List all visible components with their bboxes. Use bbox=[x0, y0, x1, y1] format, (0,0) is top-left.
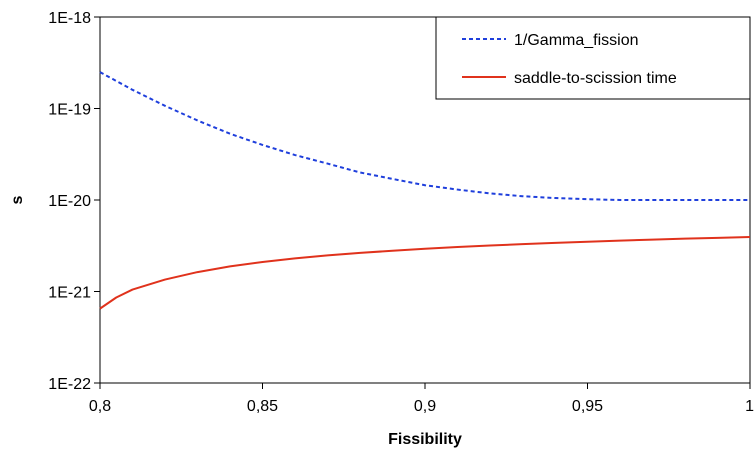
y-tick-label: 1E-19 bbox=[48, 102, 91, 119]
x-tick-label: 1 bbox=[745, 398, 754, 415]
legend-label-gamma: 1/Gamma_fission bbox=[514, 32, 639, 49]
y-tick-label: 1E-20 bbox=[48, 193, 91, 210]
legend-box bbox=[435, 16, 751, 100]
y-ticks: 1E-22 1E-21 1E-20 1E-19 1E-18 bbox=[48, 10, 100, 393]
x-axis-title: Fissibility bbox=[388, 431, 462, 448]
x-ticks: 0,8 0,85 0,9 0,95 1 bbox=[89, 383, 754, 415]
legend: 1/Gamma_fission saddle-to-scission time bbox=[435, 16, 751, 100]
series-line-saddle-to-scission bbox=[99, 236, 751, 310]
y-tick-label: 1E-21 bbox=[48, 285, 91, 302]
x-tick-label: 0,8 bbox=[89, 398, 111, 415]
series-layer bbox=[99, 71, 751, 310]
legend-label-saddle: saddle-to-scission time bbox=[514, 70, 677, 87]
x-tick-label: 0,9 bbox=[414, 398, 436, 415]
y-tick-label: 1E-18 bbox=[48, 10, 91, 27]
series-line-gamma-fission bbox=[99, 71, 750, 201]
x-tick-label: 0,85 bbox=[247, 398, 278, 415]
x-tick-label: 0,95 bbox=[572, 398, 603, 415]
y-axis-title: s bbox=[9, 195, 26, 204]
y-tick-label: 1E-22 bbox=[48, 376, 91, 393]
